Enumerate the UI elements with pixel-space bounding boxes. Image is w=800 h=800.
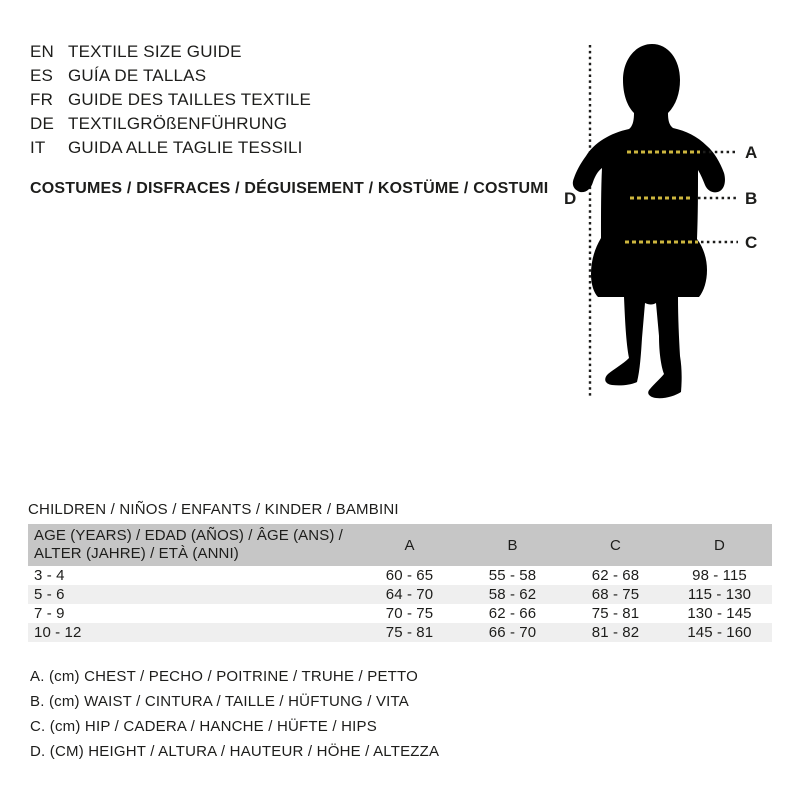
category-title: COSTUMES / DISFRACES / DÉGUISEMENT / KOS… xyxy=(30,180,549,197)
measurement-figure: A B C D xyxy=(540,20,770,420)
lang-code: EN xyxy=(30,42,55,61)
age-cell: 3 - 4 xyxy=(34,567,65,584)
waist-cell: 58 - 62 xyxy=(488,586,537,603)
legend-chest: A. (cm) CHEST / PECHO / POITRINE / TRUHE… xyxy=(30,668,418,685)
child-silhouette-diagram: A B C D xyxy=(564,44,757,399)
waist-cell: 55 - 58 xyxy=(488,567,537,584)
table-row: 7 - 9 70 - 75 62 - 66 75 - 81 130 - 145 xyxy=(28,604,772,623)
table-row: 3 - 4 60 - 65 55 - 58 62 - 68 98 - 115 xyxy=(28,566,772,585)
children-size-table: AGE (YEARS) / EDAD (AÑOS) / ÂGE (ANS) / … xyxy=(28,524,772,642)
waist-label: B xyxy=(745,189,757,208)
height-cell: 115 - 130 xyxy=(687,586,752,603)
language-title-list: EN TEXTILE SIZE GUIDE ES GUÍA DE TALLAS … xyxy=(30,40,311,160)
lang-label: GUIDA ALLE TAGLIE TESSILI xyxy=(68,138,303,157)
legend-height: D. (CM) HEIGHT / ALTURA / HAUTEUR / HÖHE… xyxy=(30,743,440,760)
lang-code: FR xyxy=(30,90,54,109)
chest-cell: 75 - 81 xyxy=(385,624,434,641)
height-cell: 145 - 160 xyxy=(687,624,752,641)
lang-row-fr: FR GUIDE DES TAILLES TEXTILE xyxy=(30,88,311,112)
legend-waist: B. (cm) WAIST / CINTURA / TAILLE / HÜFTU… xyxy=(30,693,409,710)
hip-label: C xyxy=(745,233,757,252)
age-cell: 10 - 12 xyxy=(34,624,82,641)
column-header-b: B xyxy=(461,524,564,566)
height-cell: 130 - 145 xyxy=(687,605,752,622)
lang-label: GUÍA DE TALLAS xyxy=(68,66,207,85)
lang-label: TEXTILE SIZE GUIDE xyxy=(68,42,242,61)
age-cell: 7 - 9 xyxy=(34,605,65,622)
age-header-line1: AGE (YEARS) / EDAD (AÑOS) / ÂGE (ANS) / xyxy=(34,527,343,544)
lang-label: GUIDE DES TAILLES TEXTILE xyxy=(68,90,312,109)
column-header-c: C xyxy=(564,524,667,566)
hip-cell: 68 - 75 xyxy=(591,586,640,603)
waist-cell: 66 - 70 xyxy=(488,624,537,641)
lang-row-it: IT GUIDA ALLE TAGLIE TESSILI xyxy=(30,136,311,160)
table-row: 10 - 12 75 - 81 66 - 70 81 - 82 145 - 16… xyxy=(28,623,772,642)
legend-hip: C. (cm) HIP / CADERA / HANCHE / HÜFTE / … xyxy=(30,718,377,735)
age-header-line2: ALTER (JAHRE) / ETÀ (ANNI) xyxy=(34,545,239,562)
lang-row-es: ES GUÍA DE TALLAS xyxy=(30,64,311,88)
table-header-row: AGE (YEARS) / EDAD (AÑOS) / ÂGE (ANS) / … xyxy=(28,524,772,566)
lang-row-de: DE TEXTILGRÖßENFÜHRUNG xyxy=(30,112,311,136)
lang-code: ES xyxy=(30,66,54,85)
lang-code: DE xyxy=(30,114,55,133)
column-header-a: A xyxy=(358,524,461,566)
height-cell: 98 - 115 xyxy=(692,567,747,584)
table-row: 5 - 6 64 - 70 58 - 62 68 - 75 115 - 130 xyxy=(28,585,772,604)
lang-code: IT xyxy=(30,138,46,157)
chest-cell: 60 - 65 xyxy=(385,567,434,584)
hip-cell: 62 - 68 xyxy=(591,567,640,584)
lang-row-en: EN TEXTILE SIZE GUIDE xyxy=(30,40,311,64)
age-cell: 5 - 6 xyxy=(34,586,65,603)
table-section-title: CHILDREN / NIÑOS / ENFANTS / KINDER / BA… xyxy=(28,501,399,518)
column-header-d: D xyxy=(667,524,772,566)
chest-cell: 64 - 70 xyxy=(385,586,434,603)
child-silhouette-icon xyxy=(572,44,725,399)
measurement-legend: A. (cm) CHEST / PECHO / POITRINE / TRUHE… xyxy=(30,664,439,764)
lang-label: TEXTILGRÖßENFÜHRUNG xyxy=(68,114,288,133)
chest-cell: 70 - 75 xyxy=(385,605,434,622)
waist-cell: 62 - 66 xyxy=(488,605,537,622)
hip-cell: 81 - 82 xyxy=(591,624,640,641)
age-column-header: AGE (YEARS) / EDAD (AÑOS) / ÂGE (ANS) / … xyxy=(28,524,358,566)
hip-cell: 75 - 81 xyxy=(591,605,640,622)
chest-label: A xyxy=(745,143,757,162)
height-label: D xyxy=(564,189,576,208)
